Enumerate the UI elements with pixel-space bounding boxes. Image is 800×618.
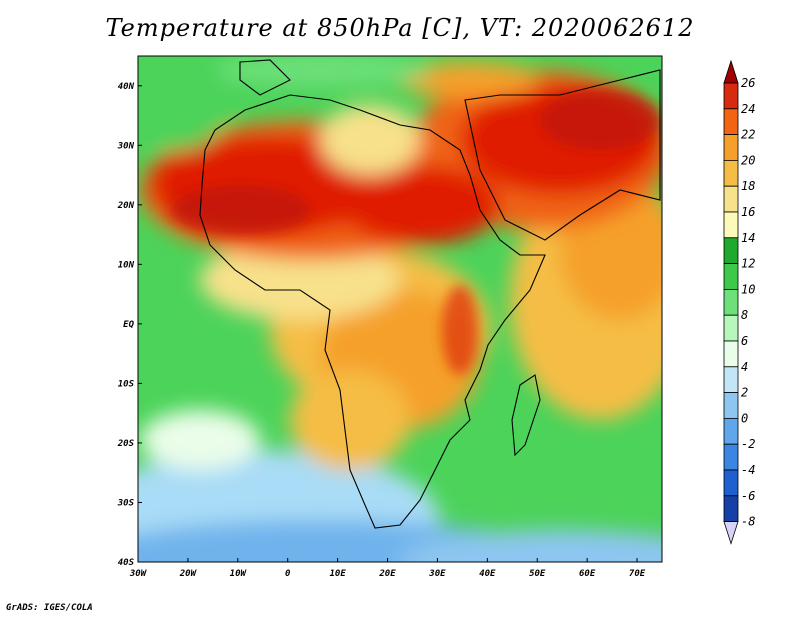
colorbar-label: 16 [741, 205, 755, 219]
colorbar-bin [723, 288, 739, 316]
lon-tick-label: 20W [179, 569, 198, 579]
lon-tick-label: 10E [329, 569, 346, 579]
colorbar-label: 8 [741, 308, 748, 322]
lon-tick-label: 70E [629, 569, 646, 579]
colorbar-label: 24 [741, 102, 755, 116]
colorbar-bin [723, 443, 739, 471]
colorbar-bin [723, 82, 739, 110]
lon-tick-label: 0 [285, 569, 291, 579]
colorbar-label: 2 [741, 386, 748, 400]
colorbar-bin [723, 134, 739, 161]
credit-label: GrADS: IGES/COLA [6, 603, 93, 613]
colorbar-bin [723, 159, 739, 187]
lon-tick-label: 20E [378, 569, 396, 579]
colorbar-label: 6 [741, 334, 748, 348]
lat-tick-label: 40N [118, 82, 135, 92]
colorbar-label: 0 [741, 411, 748, 425]
lon-tick-label: 30E [428, 569, 446, 579]
lat-tick-label: 10N [118, 260, 135, 270]
colorbar-bottom-arrow [723, 521, 739, 545]
colorbar-label: 20 [741, 153, 755, 167]
colorbar-bin [723, 314, 739, 342]
colorbar-label: -4 [741, 463, 755, 477]
colorbar-label: -6 [741, 489, 755, 503]
colorbar-bin [723, 211, 739, 239]
map-title: Temperature at 850hPa [C], VT: 202006261… [105, 14, 695, 42]
lat-tick-label: 20N [117, 201, 135, 211]
lon-tick-label: 60E [579, 569, 596, 579]
lat-tick-label: 40S [118, 558, 135, 568]
coastlines [199, 59, 661, 529]
lat-tick-label: 30S [117, 498, 135, 508]
colorbar-label: 18 [741, 179, 755, 193]
lat-tick-label: EQ [123, 320, 134, 330]
colorbar-bin [723, 263, 739, 290]
colorbar-label: 14 [741, 231, 755, 245]
colorbar-label: 26 [741, 76, 755, 90]
colorbar-label: 10 [741, 282, 755, 296]
lon-tick-label: 30W [129, 569, 148, 579]
map-frame [137, 55, 663, 563]
lat-tick-label: 10S [118, 379, 135, 389]
colorbar-bin [723, 340, 739, 368]
colorbar-label: 4 [741, 360, 748, 374]
colorbar-label: -2 [741, 437, 755, 451]
colorbar-bin [723, 237, 739, 265]
colorbar-bin [723, 495, 739, 522]
temperature-field [138, 56, 662, 562]
lon-tick-label: 10W [230, 569, 248, 579]
colorbar-bin [723, 392, 739, 419]
colorbar-bin [723, 108, 739, 136]
colorbar-bin [723, 366, 739, 393]
colorbar-label: -8 [741, 515, 755, 529]
colorbar-label: 22 [741, 128, 755, 142]
lat-tick-label: 30N [117, 141, 135, 151]
colorbar-bin [723, 185, 739, 213]
colorbar-top-arrow [723, 59, 739, 84]
lon-tick-label: 40E [479, 569, 496, 579]
colorbar-bin [723, 469, 739, 497]
lat-tick-label: 20S [117, 439, 135, 449]
colorbar-bin [723, 417, 739, 445]
colorbar-label: 12 [741, 257, 755, 271]
lon-tick-label: 50E [529, 569, 546, 579]
